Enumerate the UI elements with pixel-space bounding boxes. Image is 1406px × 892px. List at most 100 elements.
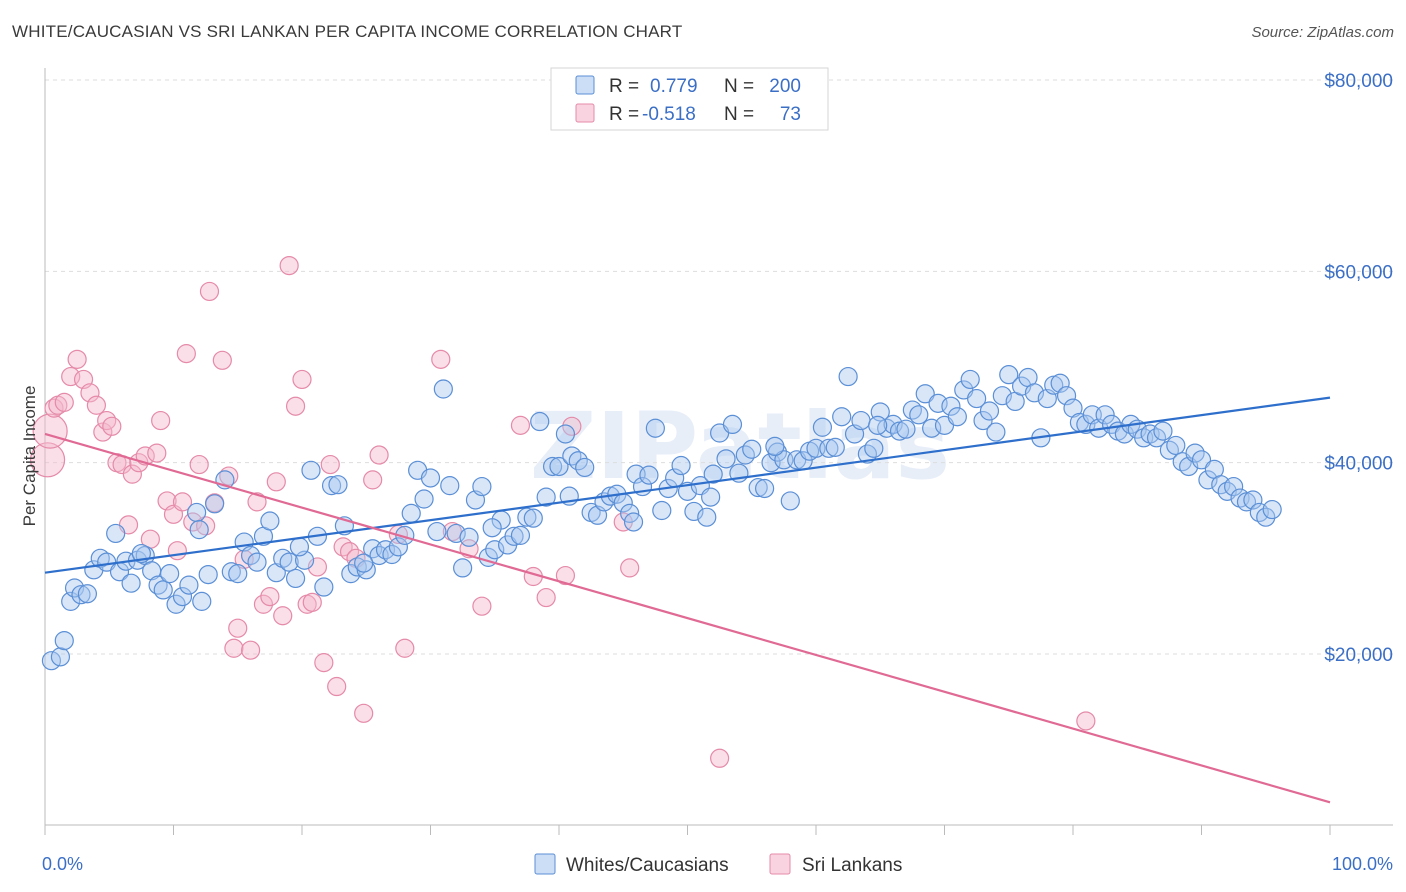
sri-lankans-point-45 — [292, 369, 312, 390]
whites-point-132 — [896, 419, 916, 439]
whites-point-6 — [77, 584, 98, 604]
whites-point-189 — [1262, 499, 1282, 520]
whites-point-174 — [1166, 435, 1186, 456]
whites-point-37 — [279, 552, 299, 572]
whites-point-21 — [172, 586, 193, 607]
whites-point-57 — [414, 489, 434, 509]
whites-point-35 — [266, 563, 286, 583]
whites-point-198 — [765, 436, 785, 457]
whites-point-140 — [947, 407, 967, 427]
whites-point-55 — [401, 503, 421, 523]
sri-lankans-point-71 — [1076, 711, 1096, 731]
whites-point-43 — [321, 476, 342, 496]
sri-lankans-point-20 — [147, 443, 167, 463]
whites-point-121 — [825, 437, 845, 457]
whites-point-144 — [973, 410, 993, 431]
whites-point-77 — [542, 456, 563, 477]
whites-point-125 — [851, 410, 871, 431]
whites-point-25 — [198, 564, 218, 585]
sri-lankans-point-9 — [86, 395, 107, 415]
whites-point-73 — [517, 507, 537, 527]
sri-lankans-point-57 — [369, 445, 389, 465]
sri-lankans-point-42 — [273, 606, 293, 626]
sri-lankans-point-47 — [302, 592, 322, 612]
legend-n-label-blue: N = — [724, 76, 754, 97]
whites-point-94 — [652, 500, 672, 521]
whites-point-61 — [440, 476, 460, 496]
bottom-legend-sri-lankans: Sri Lankans — [802, 855, 902, 876]
whites-point-123 — [838, 366, 858, 387]
whites-point-64 — [459, 527, 479, 547]
sri-lankans-point-32 — [212, 350, 232, 370]
whites-point-32 — [247, 552, 267, 572]
whites-point-191 — [189, 520, 209, 540]
sri-lankans-point-37 — [241, 640, 261, 660]
whites-point-93 — [645, 418, 665, 438]
sri-lankans-point-39 — [253, 594, 274, 614]
whites-point-194 — [482, 518, 502, 538]
whites-point-134 — [909, 405, 929, 425]
y-tick-label-1: $40,000 — [1324, 454, 1393, 475]
whites-point-196 — [623, 512, 644, 532]
whites-point-79 — [555, 424, 576, 444]
whites-point-122 — [832, 407, 852, 427]
sri-lankans-point-12 — [102, 416, 122, 436]
whites-point-127 — [864, 438, 884, 458]
whites-point-142 — [960, 369, 980, 390]
whites-point-114 — [780, 491, 800, 511]
sri-lankans-point-50 — [320, 454, 340, 475]
whites-point-66 — [472, 476, 492, 497]
chart-title: WHITE/CAUCASIAN VS SRI LANKAN PER CAPITA… — [12, 22, 683, 41]
whites-point-135 — [915, 384, 935, 404]
whites-point-108 — [742, 439, 762, 459]
whites-point-26 — [205, 494, 225, 514]
sri-lankans-point-70 — [710, 748, 730, 768]
whites-point-139 — [941, 396, 961, 416]
whites-point-1 — [50, 647, 71, 667]
sri-lankans-point-28 — [189, 454, 209, 475]
sri-lankans-point-0 — [29, 442, 66, 478]
whites-point-63 — [453, 558, 473, 578]
legend-n-label-pink: N = — [724, 104, 754, 125]
whites-point-197 — [701, 487, 721, 507]
whites-point-146 — [986, 422, 1006, 442]
legend-r-label-pink: R = — [609, 104, 639, 125]
whites-point-119 — [812, 417, 833, 437]
whites-point-156 — [1050, 373, 1070, 393]
sri-lankans-point-44 — [285, 396, 306, 416]
whites-point-62 — [446, 523, 466, 544]
sri-lankans-point-25 — [172, 492, 193, 512]
whites-point-158 — [1063, 398, 1083, 418]
sri-lankans-point-24 — [167, 541, 187, 561]
whites-point-105 — [722, 414, 743, 434]
legend-n-value-blue: 200 — [769, 76, 801, 97]
y-tick-label-0: $20,000 — [1324, 645, 1393, 666]
whites-point-23 — [187, 502, 207, 523]
sri-lankans-point-56 — [363, 470, 383, 490]
sri-lankans-point-66 — [536, 587, 556, 608]
sri-lankans-point-16 — [122, 464, 142, 484]
whites-point-148 — [999, 365, 1019, 385]
whites-point-97 — [671, 455, 691, 476]
sri-lankans-point-63 — [472, 596, 492, 616]
whites-point-58 — [420, 468, 441, 488]
whites-point-2 — [54, 631, 74, 651]
sri-lankans-point-6 — [67, 349, 87, 369]
whites-point-179 — [1198, 470, 1218, 490]
sri-lankans-point-41 — [266, 472, 286, 492]
whites-point-160 — [1076, 414, 1096, 434]
whites-point-13 — [121, 573, 141, 593]
bottom-legend-pink-swatch — [769, 853, 791, 875]
sri-lankans-point-60 — [431, 349, 451, 369]
sri-lankans-point-72 — [562, 416, 582, 436]
sri-lankans-point-64 — [510, 415, 531, 435]
whites-point-34 — [260, 511, 280, 531]
whites-point-163 — [1095, 405, 1115, 425]
whites-point-75 — [530, 411, 550, 432]
y-tick-label-3: $80,000 — [1324, 71, 1393, 92]
x-tick-label-1: 100.0% — [1332, 854, 1393, 874]
whites-point-18 — [153, 580, 173, 600]
sri-lankans-point-21 — [151, 410, 171, 431]
series-whites-points — [41, 365, 1282, 671]
